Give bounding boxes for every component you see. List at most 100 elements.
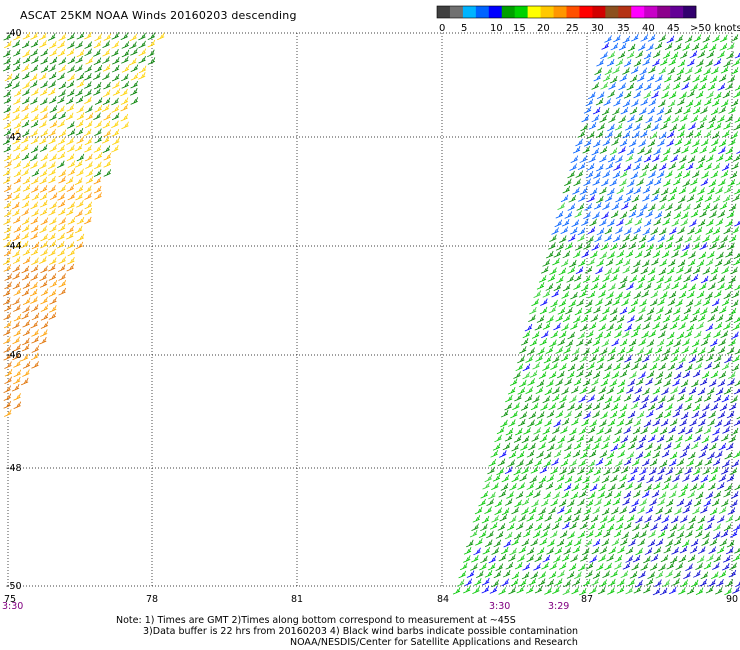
wind-barb bbox=[542, 427, 550, 435]
wind-barb bbox=[593, 201, 602, 210]
wind-barb bbox=[75, 95, 84, 104]
wind-barb bbox=[721, 562, 730, 571]
wind-barb bbox=[693, 34, 702, 42]
wind-barb bbox=[626, 451, 635, 460]
wind-barb bbox=[713, 290, 722, 298]
wind-barb bbox=[717, 50, 725, 59]
wind-barb bbox=[586, 530, 594, 538]
wind-barb bbox=[3, 336, 11, 344]
wind-barb bbox=[693, 234, 701, 243]
wind-barb bbox=[718, 442, 727, 451]
wind-barb bbox=[632, 523, 640, 532]
wind-barb bbox=[579, 155, 588, 163]
wind-barb bbox=[515, 522, 524, 530]
wind-barb bbox=[535, 482, 543, 490]
wind-barb bbox=[723, 59, 731, 68]
wind-barb bbox=[649, 362, 658, 371]
wind-barb bbox=[599, 146, 608, 154]
wind-barb bbox=[551, 522, 560, 530]
wind-barb bbox=[649, 563, 658, 571]
wind-barb bbox=[521, 538, 530, 547]
wind-barb bbox=[39, 273, 47, 282]
wind-barb bbox=[489, 522, 498, 530]
wind-barb bbox=[731, 226, 739, 234]
wind-barb bbox=[720, 235, 728, 243]
wind-barb bbox=[606, 553, 614, 562]
wind-barb bbox=[84, 48, 92, 57]
wind-barb bbox=[560, 194, 569, 203]
wind-barb bbox=[12, 49, 21, 57]
wind-barb bbox=[721, 163, 730, 171]
wind-barb bbox=[614, 131, 622, 139]
wind-barb bbox=[709, 241, 717, 250]
wind-barb bbox=[585, 570, 593, 578]
wind-barb bbox=[710, 203, 718, 212]
wind-barb bbox=[552, 426, 560, 434]
wind-barb bbox=[49, 144, 57, 152]
wind-barb bbox=[641, 395, 649, 403]
wind-barb bbox=[728, 275, 736, 284]
wind-barb bbox=[84, 216, 92, 225]
wind-barb bbox=[603, 499, 612, 507]
wind-barb bbox=[699, 209, 707, 218]
wind-barb bbox=[57, 137, 66, 145]
wind-barb bbox=[500, 419, 508, 428]
wind-barb bbox=[648, 170, 656, 179]
wind-barb bbox=[474, 578, 482, 586]
wind-barb bbox=[511, 443, 519, 452]
wind-barb bbox=[646, 475, 654, 484]
wind-barb bbox=[680, 282, 688, 291]
wind-barb bbox=[676, 67, 685, 76]
wind-barb bbox=[671, 547, 679, 555]
wind-barb bbox=[733, 252, 740, 259]
wind-barb bbox=[542, 554, 551, 563]
wind-barb bbox=[633, 226, 642, 234]
wind-barb bbox=[561, 219, 570, 227]
wind-barb bbox=[647, 34, 656, 42]
wind-barb bbox=[715, 387, 724, 396]
wind-barb bbox=[573, 441, 582, 450]
wind-barb bbox=[555, 410, 564, 419]
wind-barb bbox=[21, 129, 30, 137]
wind-barb bbox=[529, 475, 538, 484]
wind-barb bbox=[639, 467, 647, 476]
wind-barb bbox=[707, 387, 715, 395]
wind-barb bbox=[723, 258, 731, 266]
wind-barb bbox=[523, 427, 531, 435]
wind-barb bbox=[584, 337, 593, 346]
wind-barb bbox=[76, 153, 85, 162]
wind-barb bbox=[602, 74, 611, 82]
wind-barb bbox=[635, 115, 643, 123]
wind-barb bbox=[49, 41, 57, 49]
wind-barb bbox=[30, 153, 38, 162]
wind-barb bbox=[548, 305, 557, 314]
wind-barb bbox=[697, 50, 706, 58]
wind-barb bbox=[30, 273, 38, 281]
wind-barb bbox=[732, 553, 740, 562]
wind-barb bbox=[40, 329, 48, 337]
wind-barb bbox=[521, 571, 530, 580]
wind-barb bbox=[636, 347, 645, 355]
wind-barb bbox=[569, 395, 577, 403]
wind-barb bbox=[707, 345, 715, 354]
wind-barb bbox=[556, 474, 565, 482]
wind-barb bbox=[607, 251, 615, 259]
wind-barb bbox=[639, 130, 648, 138]
wind-barb bbox=[480, 523, 488, 532]
wind-barb bbox=[667, 531, 675, 539]
wind-barb bbox=[13, 328, 21, 337]
wind-barb bbox=[667, 259, 676, 267]
wind-barb bbox=[2, 232, 11, 241]
wind-barb bbox=[3, 303, 12, 312]
swath-right-wind-barbs bbox=[452, 33, 740, 596]
wind-barb bbox=[602, 202, 610, 210]
wind-barb bbox=[713, 394, 722, 403]
wind-barb bbox=[734, 484, 740, 491]
wind-barb bbox=[615, 291, 623, 300]
wind-barb bbox=[683, 74, 691, 83]
wind-barb bbox=[521, 497, 530, 506]
wind-barb bbox=[40, 112, 48, 121]
wind-barb bbox=[591, 442, 600, 450]
wind-barb bbox=[711, 66, 719, 75]
wind-barb bbox=[2, 168, 11, 177]
